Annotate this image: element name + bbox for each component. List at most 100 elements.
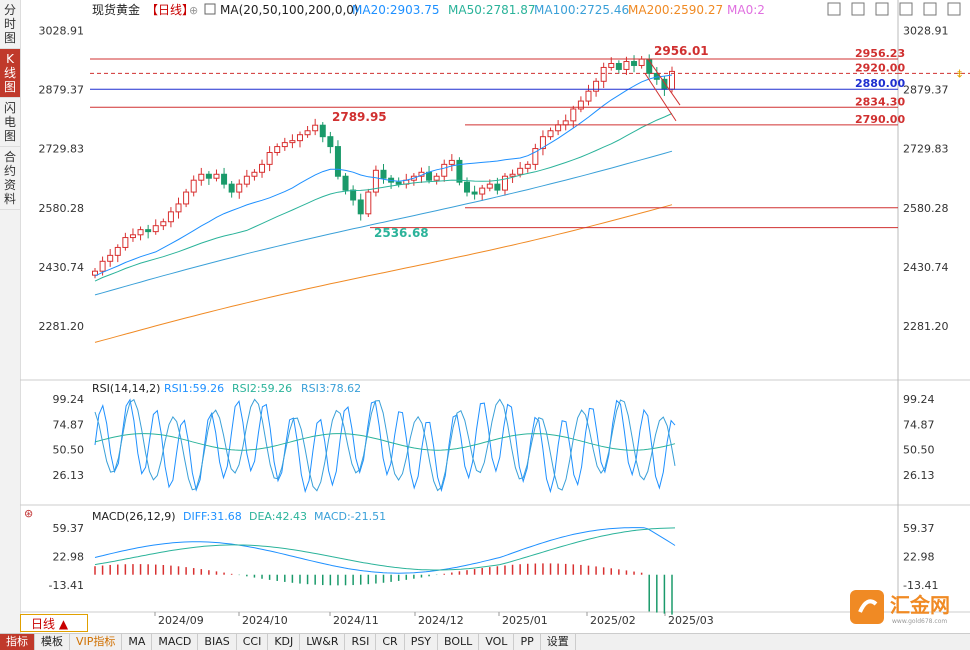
indicator-button-3[interactable]: MA — [122, 634, 153, 650]
candle-body — [494, 183, 501, 191]
candle-body — [114, 246, 121, 256]
candle-body — [259, 163, 266, 173]
candle-body — [342, 175, 349, 191]
indicator-button-8[interactable]: LW&R — [300, 634, 346, 650]
candle-body — [251, 171, 258, 177]
rsi-tick-left-3: 26.13 — [53, 469, 85, 482]
chart-area[interactable]: 现货黄金 【日线】⊕ MA(20,50,100,200,0,0)MA20:2903.… — [0, 0, 970, 633]
candle-body — [524, 163, 531, 169]
add-indicator-icon: ⊕ — [189, 4, 198, 17]
candle-body — [350, 189, 357, 201]
instrument-name: 现货黄金 — [92, 2, 140, 17]
macd-value-0: DIFF:31.68 — [183, 510, 242, 523]
indicator-button-4[interactable]: MACD — [152, 634, 199, 650]
indicator-button-14[interactable]: PP — [514, 634, 541, 650]
y-tick-left-1: 2879.37 — [39, 83, 85, 96]
macd-tick-left-0: 59.37 — [53, 522, 85, 535]
ma-value-4: MA0:2 — [727, 3, 765, 17]
candle-body — [555, 124, 562, 132]
reset-icon — [899, 2, 913, 16]
candle-body — [205, 173, 212, 179]
candle-body — [380, 169, 387, 179]
candle-body — [107, 254, 114, 262]
macd-tick-right-2: -13.41 — [903, 579, 938, 592]
indicator-button-11[interactable]: PSY — [405, 634, 439, 650]
indicator-toolbar: 指标 模板 VIP指标 MA MACD BIAS CCI KDJ LW&R RSI CR PSY BOL… — [0, 633, 970, 650]
indicator-button-13[interactable]: VOL — [479, 634, 515, 650]
candle-body — [213, 173, 220, 179]
trend-line — [644, 73, 677, 122]
annotation-2: 2536.68 — [374, 226, 429, 240]
ma-value-1: MA50:2781.87 — [448, 3, 536, 17]
logo-text: 汇金网 — [890, 593, 950, 617]
side-tab-3[interactable]: 合 约 资 料 — [0, 147, 20, 210]
candle-body — [236, 183, 243, 193]
candle-body — [562, 120, 569, 126]
rsi-title: RSI(14,14,2) — [92, 382, 160, 395]
indicator-button-0[interactable]: 指标 — [0, 634, 35, 650]
candle-body — [593, 80, 600, 92]
indicator-button-15[interactable]: 设置 — [541, 634, 576, 650]
macd-line-dea — [94, 527, 676, 571]
side-tab-0[interactable]: 分 时 图 — [0, 0, 20, 49]
candle-body — [600, 66, 607, 82]
macd-value-1: DEA:42.43 — [249, 510, 307, 523]
macd-tick-left-2: -13.41 — [49, 579, 84, 592]
candle-body — [539, 136, 546, 150]
candle-body — [517, 167, 524, 175]
rsi-tick-left-2: 50.50 — [53, 444, 85, 457]
ma-value-3: MA200:2590.27 — [628, 3, 723, 17]
candle-body — [266, 152, 273, 165]
indicator-button-9[interactable]: RSI — [345, 634, 377, 650]
candle-body — [532, 148, 539, 165]
candle-body — [372, 169, 379, 193]
ma-line-MA100 — [94, 150, 673, 296]
indicator-button-12[interactable]: BOLL — [438, 634, 480, 650]
indicator-button-10[interactable]: CR — [376, 634, 405, 650]
candle-body — [99, 260, 106, 272]
y-tick-right-2: 2729.83 — [903, 143, 949, 156]
macd-tick-right-0: 59.37 — [903, 522, 935, 535]
rsi-value-0: RSI1:59.26 — [164, 382, 224, 395]
macd-tick-left-1: 22.98 — [53, 551, 85, 564]
indicator-button-7[interactable]: KDJ — [268, 634, 301, 650]
ma-line-MA50 — [94, 113, 673, 282]
side-tab-1[interactable]: K 线 图 — [0, 49, 20, 98]
candle-body — [122, 237, 129, 248]
y-tick-right-4: 2430.74 — [903, 261, 949, 274]
candle-body — [274, 146, 281, 154]
candle-body — [608, 62, 615, 68]
y-tick-left-5: 2281.20 — [39, 320, 85, 333]
y-tick-left-4: 2430.74 — [39, 261, 85, 274]
indicator-button-1[interactable]: 模板 — [35, 634, 70, 650]
candle-body — [334, 146, 341, 177]
current-price-icon: ⇟ — [955, 67, 964, 80]
indicator-button-6[interactable]: CCI — [237, 634, 269, 650]
x-label-5: 2025/02 — [590, 614, 636, 627]
candle-body — [615, 62, 622, 70]
indicator-button-2[interactable]: VIP指标 — [70, 634, 123, 650]
annotation-0: 2956.01 — [654, 44, 709, 58]
macd-line-diff — [94, 527, 676, 574]
ma-value-2: MA100:2725.46 — [534, 3, 629, 17]
y-tick-left-3: 2580.28 — [39, 202, 85, 215]
candle-body — [638, 58, 645, 66]
indicator-button-5[interactable]: BIAS — [198, 634, 237, 650]
candle-body — [129, 234, 136, 239]
candle-body — [433, 175, 440, 181]
rsi-tick-right-3: 26.13 — [903, 469, 935, 482]
period-label: 【日线】 — [146, 3, 194, 17]
period-select[interactable]: 日线 ▲ — [20, 614, 88, 632]
period-select-label: 日线 — [31, 617, 56, 631]
side-tab-2[interactable]: 闪 电 图 — [0, 98, 20, 147]
candle-body — [304, 130, 311, 136]
candle-body — [152, 225, 159, 233]
candle-body — [281, 142, 288, 148]
candle-body — [190, 179, 197, 193]
candle-body — [426, 171, 433, 181]
rsi-tick-right-1: 74.87 — [903, 418, 935, 431]
candle-body — [471, 191, 478, 195]
gold678-logo: 汇金网 www.gold678.com — [850, 590, 950, 625]
candle-body — [501, 175, 508, 191]
level-label-0: 2956.23 — [855, 47, 905, 60]
